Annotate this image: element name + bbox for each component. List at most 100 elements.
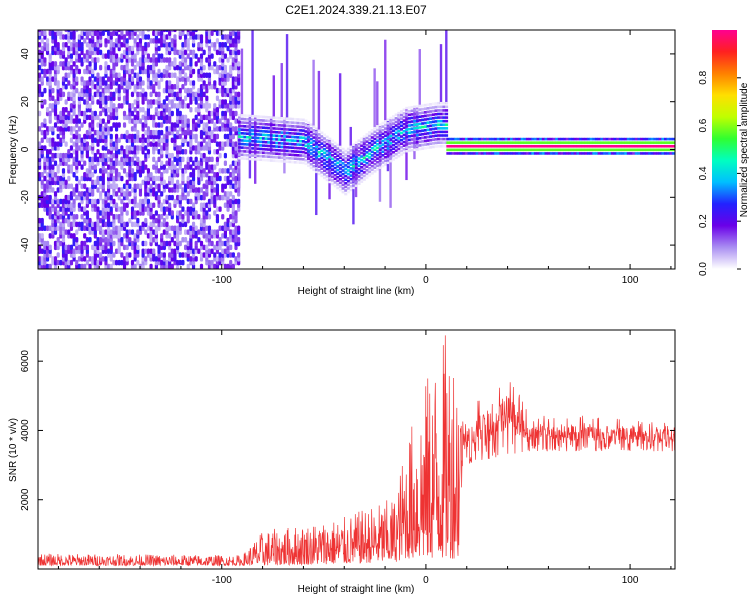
spectrogram-cell [613, 137, 617, 141]
spectrogram-cell [267, 130, 271, 133]
spectrogram-cell [128, 133, 132, 140]
spectrogram-cell [304, 126, 308, 130]
x-tick-label: -100 [212, 575, 232, 586]
spectrogram-cell [589, 148, 593, 152]
spectrogram-cell [136, 217, 140, 224]
spectrogram-cell [251, 147, 255, 150]
spectrogram-cell [85, 80, 89, 86]
spectrogram-cell [199, 252, 204, 258]
spectrogram-cell [536, 152, 540, 155]
spectrogram-cell [399, 120, 403, 124]
spectrogram-cell [207, 198, 212, 205]
spectrogram-cell [520, 141, 524, 144]
spectrogram-cell [579, 141, 583, 144]
spectrogram-cell [226, 57, 230, 63]
spectrogram-cell [128, 57, 132, 63]
spectrogram-cell [264, 126, 268, 130]
spectrogram-cell [386, 118, 390, 122]
spectrogram-cell [218, 99, 222, 105]
spectrogram-cell [502, 148, 506, 152]
spectrogram-cell [176, 194, 180, 201]
spectrogram-cell [407, 120, 411, 124]
spectrogram-cell [283, 117, 287, 120]
spectrogram-cell [181, 41, 185, 48]
spectrogram-cell [421, 136, 425, 140]
spectrogram-cell [338, 149, 342, 152]
spectrogram-cell [296, 139, 300, 143]
spectrogram-cell [189, 225, 193, 232]
spectrogram-cell [376, 160, 380, 164]
spectrogram-cell [69, 41, 74, 48]
spectrogram-cell [483, 148, 487, 152]
spectrogram-cell [45, 137, 50, 144]
spectrogram-cell [218, 225, 222, 232]
spectrogram-cell [330, 153, 334, 157]
spectrogram-cell [480, 152, 484, 155]
spectrogram-cell [59, 175, 63, 182]
spectrogram-cell [341, 187, 345, 190]
spectrogram-cell [215, 256, 220, 262]
spectrogram-cell [104, 53, 108, 59]
spectrogram-cell [549, 141, 553, 144]
spectrogram-cell [122, 256, 127, 262]
spectrogram-cell [223, 175, 227, 182]
spectrogram-cell [152, 187, 156, 193]
spectrogram-cell [640, 144, 644, 148]
spectrogram-cell [464, 148, 468, 152]
spectrogram-cell [229, 122, 233, 128]
spectrogram-cell [221, 225, 225, 232]
spectrogram-cell [634, 141, 638, 144]
spectrogram-cell [442, 137, 446, 141]
spectrogram-cell [323, 144, 327, 147]
spectrogram-cell [378, 148, 382, 152]
spectrogram-cell [45, 126, 50, 132]
spectrogram-cell [53, 240, 58, 247]
spectrogram-cell [53, 191, 58, 197]
spectrogram-cell [413, 105, 417, 109]
spectrogram-cell [107, 106, 111, 113]
spectrogram-cell [77, 160, 82, 166]
spectrogram-cell [238, 128, 242, 131]
spectrogram-cell [653, 141, 657, 144]
spectrogram-cell [389, 149, 393, 152]
spectrogram-cell [415, 130, 419, 133]
spectrogram-cell [231, 133, 235, 140]
spectrogram-cell [502, 137, 506, 141]
spectrogram-cell [448, 141, 452, 144]
spectrogram-cell [122, 49, 127, 56]
spectrogram-cell [64, 141, 68, 147]
spectrogram-cell [205, 225, 209, 232]
spectrogram-cell [407, 138, 411, 142]
spectrogram-cell [72, 233, 76, 239]
spectrogram-cell [248, 146, 252, 150]
spectrogram-cell [101, 53, 105, 59]
spectrogram-cell [368, 138, 372, 141]
spectrogram-cell [517, 137, 521, 141]
spectrogram-cell [381, 125, 385, 128]
spectrogram-cell [346, 172, 350, 176]
spectrogram-cell [154, 72, 158, 79]
spectrogram-cell [386, 129, 390, 132]
spectrogram-cell [67, 45, 71, 52]
spectrogram-cell [592, 141, 596, 144]
spectrogram-cell [539, 137, 543, 141]
spectrogram-cell [133, 183, 137, 189]
spectrogram-cell [162, 206, 166, 212]
spectrogram-cell [248, 132, 252, 136]
spectrogram-cell [197, 87, 201, 94]
spectrogram-cell [207, 30, 212, 36]
spectrogram-cell [272, 134, 276, 137]
spectrogram-cell [610, 137, 614, 141]
spectrogram-cell [648, 152, 652, 155]
spectrogram-cell [330, 164, 334, 168]
spectrogram-cell [59, 137, 63, 144]
spectrogram-cell [202, 145, 206, 151]
spectrogram-cell [168, 99, 172, 105]
spectrogram-cell [470, 152, 474, 155]
spectrogram-cell [346, 151, 350, 154]
spectrogram-cell [669, 144, 673, 148]
spectrogram-cell [85, 210, 89, 216]
spectrogram-cell [205, 244, 209, 251]
spectrogram-cell [40, 256, 44, 262]
spectrogram-cell [173, 34, 177, 40]
